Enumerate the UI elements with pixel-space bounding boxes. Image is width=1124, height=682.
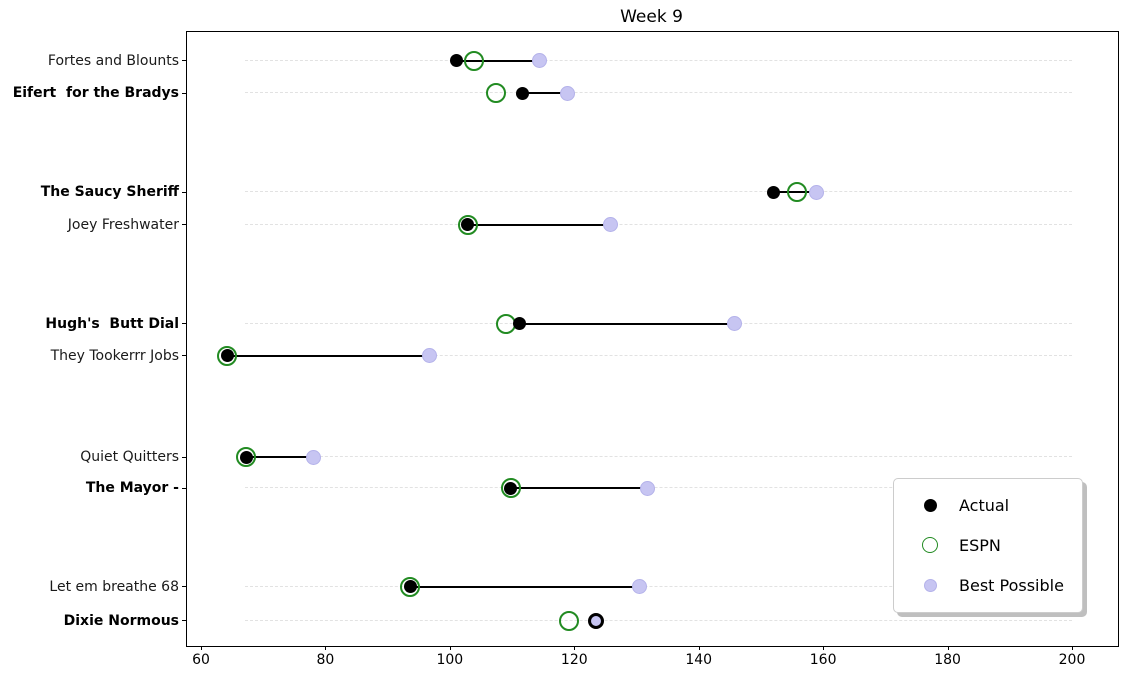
x-axis-tick-label: 140 [685, 652, 713, 668]
actual-marker-icon [920, 495, 940, 515]
actual-to-best-connector [467, 223, 611, 226]
row-gridline [244, 59, 1072, 61]
actual-marker [239, 450, 253, 464]
actual-to-best-connector [522, 92, 568, 94]
x-axis-tick-label: 100 [436, 652, 464, 668]
legend-item-espn: ESPN [894, 527, 1082, 563]
actual-to-best-connector [227, 354, 430, 357]
best-possible-marker [306, 449, 322, 465]
y-axis-label: Fortes and Blounts [47, 52, 179, 69]
legend-item-actual: Actual [894, 487, 1082, 523]
row-gridline [244, 223, 1072, 225]
row-gridline [244, 456, 1072, 457]
actual-marker [403, 580, 417, 593]
chart-title: Week 9 [620, 7, 683, 27]
x-axis-tick [574, 646, 576, 650]
y-axis-tick [182, 60, 186, 61]
y-axis-label: The Saucy Sheriff [40, 184, 179, 200]
actual-to-best-connector [456, 59, 540, 62]
y-axis-tick [182, 191, 186, 193]
y-axis-tick [182, 620, 186, 622]
y-axis-label: Eifert for the Bradys [12, 85, 179, 101]
actual-marker [504, 481, 518, 495]
x-axis-tick [325, 646, 327, 650]
best-possible-marker [559, 85, 575, 101]
actual-marker [513, 317, 527, 330]
espn-marker [236, 447, 257, 467]
x-axis-tick-label: 160 [809, 652, 837, 668]
legend-label-actual: Actual [959, 495, 1010, 515]
actual-marker [766, 185, 780, 199]
best-possible-marker [809, 184, 825, 200]
legend: Actual ESPN Best Possible [893, 478, 1083, 613]
best-possible-marker [531, 53, 547, 68]
actual-to-best-connector [410, 585, 640, 588]
espn-marker-icon [920, 535, 940, 555]
x-axis-tick [698, 646, 700, 650]
y-axis-tick [182, 487, 186, 489]
espn-marker [217, 345, 238, 366]
actual-to-best-connector [246, 456, 314, 458]
best-possible-marker [632, 579, 648, 594]
y-axis-label: Hugh's Butt Dial [45, 315, 179, 332]
espn-marker [500, 478, 521, 498]
y-axis-label: The Mayor - [85, 480, 179, 496]
legend-item-best-possible: Best Possible [894, 568, 1082, 604]
actual-marker [450, 54, 464, 67]
y-axis-tick [182, 586, 186, 587]
actual-marker [516, 86, 530, 100]
y-axis-tick [182, 355, 186, 357]
x-axis-tick [823, 646, 825, 650]
x-axis-tick-label: 60 [192, 652, 210, 668]
espn-marker [400, 576, 421, 597]
espn-marker [485, 83, 506, 103]
y-axis-label: They Tookerrr Jobs [50, 347, 179, 364]
row-gridline [244, 487, 1072, 488]
actual-marker [461, 218, 475, 231]
y-axis-label: Let em breathe 68 [49, 578, 179, 595]
x-axis-tick [449, 646, 451, 650]
best-possible-marker [588, 612, 605, 629]
x-axis-tick-label: 120 [560, 652, 588, 668]
y-axis-label: Quiet Quitters [80, 449, 179, 465]
x-axis-tick [1072, 646, 1073, 650]
best-possible-marker-icon [920, 576, 940, 596]
y-axis-tick [182, 92, 186, 94]
y-axis-tick [182, 456, 186, 458]
actual-to-best-connector [510, 487, 648, 489]
actual-to-best-connector [519, 322, 735, 325]
x-axis-tick [947, 646, 949, 650]
x-axis-tick [201, 646, 202, 650]
best-possible-marker [422, 348, 438, 364]
espn-marker [464, 50, 485, 71]
espn-marker [558, 610, 579, 631]
best-possible-marker [727, 316, 743, 331]
row-gridline [244, 354, 1072, 356]
x-axis-tick-label: 200 [1058, 652, 1086, 668]
y-axis-label: Dixie Normous [63, 612, 179, 629]
best-possible-marker [640, 480, 656, 496]
row-gridline [244, 92, 1072, 93]
y-axis-label: Joey Freshwater [67, 216, 179, 233]
plot-area [186, 31, 1119, 647]
row-gridline [244, 585, 1072, 587]
espn-marker [787, 182, 807, 202]
actual-marker [220, 349, 234, 363]
legend-label-espn: ESPN [959, 535, 1001, 555]
x-axis-tick-label: 80 [316, 652, 335, 668]
row-gridline [244, 191, 1072, 192]
row-gridline [244, 619, 1072, 621]
legend-label-best-possible: Best Possible [959, 576, 1064, 596]
espn-marker [457, 214, 478, 235]
y-axis-tick [182, 224, 186, 225]
y-axis-tick [182, 323, 186, 324]
x-axis-tick-label: 180 [934, 652, 961, 668]
best-possible-marker [603, 217, 619, 232]
